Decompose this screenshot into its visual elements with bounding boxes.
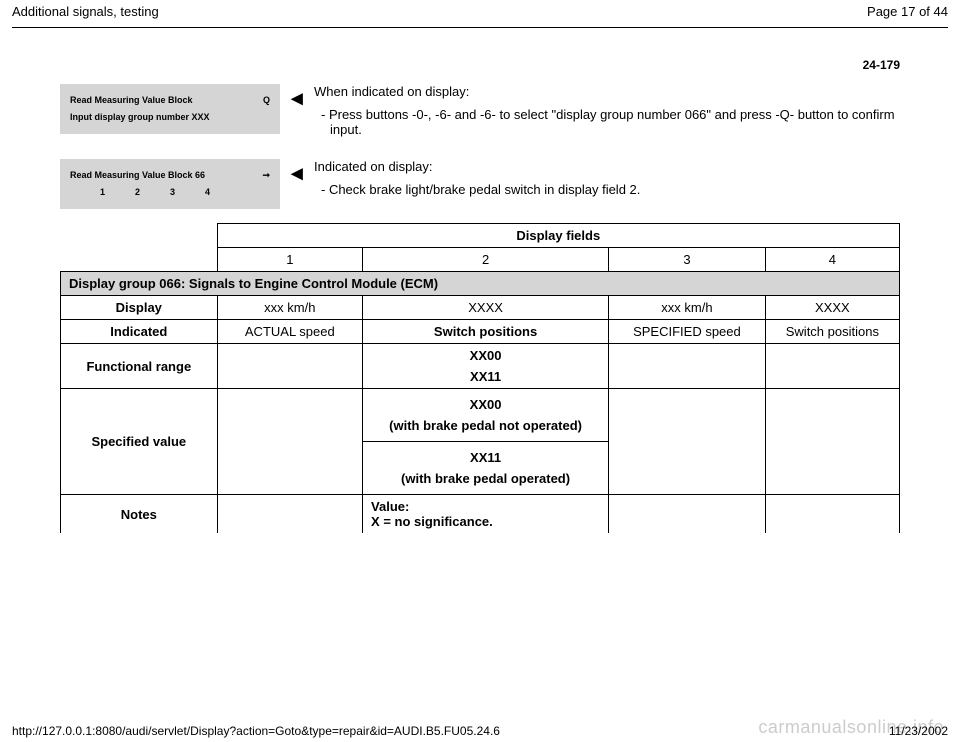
box2-num: 2 (135, 184, 140, 201)
cell: Switch positions (765, 320, 899, 344)
step1-sub: - Press buttons -0-, -6- and -6- to sele… (318, 107, 900, 137)
cell-val: XX00 (369, 348, 602, 363)
cell-note: (with brake pedal not operated) (369, 418, 602, 433)
page-number: 24-179 (60, 58, 900, 72)
box2-num: 3 (170, 184, 175, 201)
box1-line1-right: Q (263, 92, 270, 109)
box1-line1-left: Read Measuring Value Block (70, 92, 193, 109)
cell-val: XX00 (369, 397, 602, 412)
table-row: Display xxx km/h XXXX xxx km/h XXXX (61, 296, 900, 320)
cell: ACTUAL speed (217, 320, 362, 344)
step-2: Read Measuring Value Block 66 ➞ 1 2 3 4 … (60, 159, 900, 209)
cell (765, 389, 899, 495)
cell-label: Notes (61, 495, 218, 534)
box2-num: 1 (100, 184, 105, 201)
box2-num: 4 (205, 184, 210, 201)
cell (609, 389, 766, 495)
cell: XXXX (765, 296, 899, 320)
display-fields-table: Display fields 1 2 3 4 Display group 066… (60, 223, 900, 533)
header-page: Page 17 of 44 (867, 4, 948, 19)
table-row: Indicated ACTUAL speed Switch positions … (61, 320, 900, 344)
cell-label: Specified value (61, 389, 218, 495)
box1-line2: Input display group number XXX (70, 109, 270, 126)
step2-sub: - Check brake light/brake pedal switch i… (318, 182, 900, 197)
cell (609, 344, 766, 389)
header-title: Additional signals, testing (12, 4, 159, 19)
arrow-icon: ◂ (280, 84, 314, 109)
display-box-1: Read Measuring Value Block Q Input displ… (60, 84, 280, 134)
cell: xxx km/h (217, 296, 362, 320)
cell-label: Functional range (61, 344, 218, 389)
cell-label: Display (61, 296, 218, 320)
cell (217, 344, 362, 389)
th-display-fields: Display fields (217, 224, 899, 248)
th-col4: 4 (765, 248, 899, 272)
cell (765, 495, 899, 534)
cell: SPECIFIED speed (609, 320, 766, 344)
cell: XX11 (with brake pedal operated) (363, 442, 609, 495)
box2-line1-right: ➞ (262, 167, 270, 184)
table-row: Notes Value: X = no significance. (61, 495, 900, 534)
box2-line1-left: Read Measuring Value Block 66 (70, 167, 205, 184)
cell: XX00 XX11 (363, 344, 609, 389)
footer-date: 11/23/2002 (889, 724, 948, 738)
table-row: Specified value XX00 (with brake pedal n… (61, 389, 900, 442)
cell (609, 495, 766, 534)
group-row: Display group 066: Signals to Engine Con… (61, 272, 900, 296)
cell: xxx km/h (609, 296, 766, 320)
th-col3: 3 (609, 248, 766, 272)
cell-val: XX11 (369, 450, 602, 465)
header-rule (12, 27, 948, 28)
step2-text: Indicated on display: (314, 159, 900, 174)
cell (217, 389, 362, 495)
cell: Switch positions (363, 320, 609, 344)
cell: XXXX (363, 296, 609, 320)
cell-val: XX11 (369, 369, 602, 384)
cell (217, 495, 362, 534)
cell: XX00 (with brake pedal not operated) (363, 389, 609, 442)
cell-note: (with brake pedal operated) (369, 471, 602, 486)
arrow-icon: ◂ (280, 159, 314, 184)
cell-label: Indicated (61, 320, 218, 344)
step1-text: When indicated on display: (314, 84, 900, 99)
table-row: Functional range XX00 XX11 (61, 344, 900, 389)
display-box-2: Read Measuring Value Block 66 ➞ 1 2 3 4 (60, 159, 280, 209)
cell (765, 344, 899, 389)
footer-url: http://127.0.0.1:8080/audi/servlet/Displ… (12, 724, 500, 738)
step-1: Read Measuring Value Block Q Input displ… (60, 84, 900, 145)
th-col1: 1 (217, 248, 362, 272)
cell: Value: X = no significance. (363, 495, 609, 534)
th-col2: 2 (363, 248, 609, 272)
